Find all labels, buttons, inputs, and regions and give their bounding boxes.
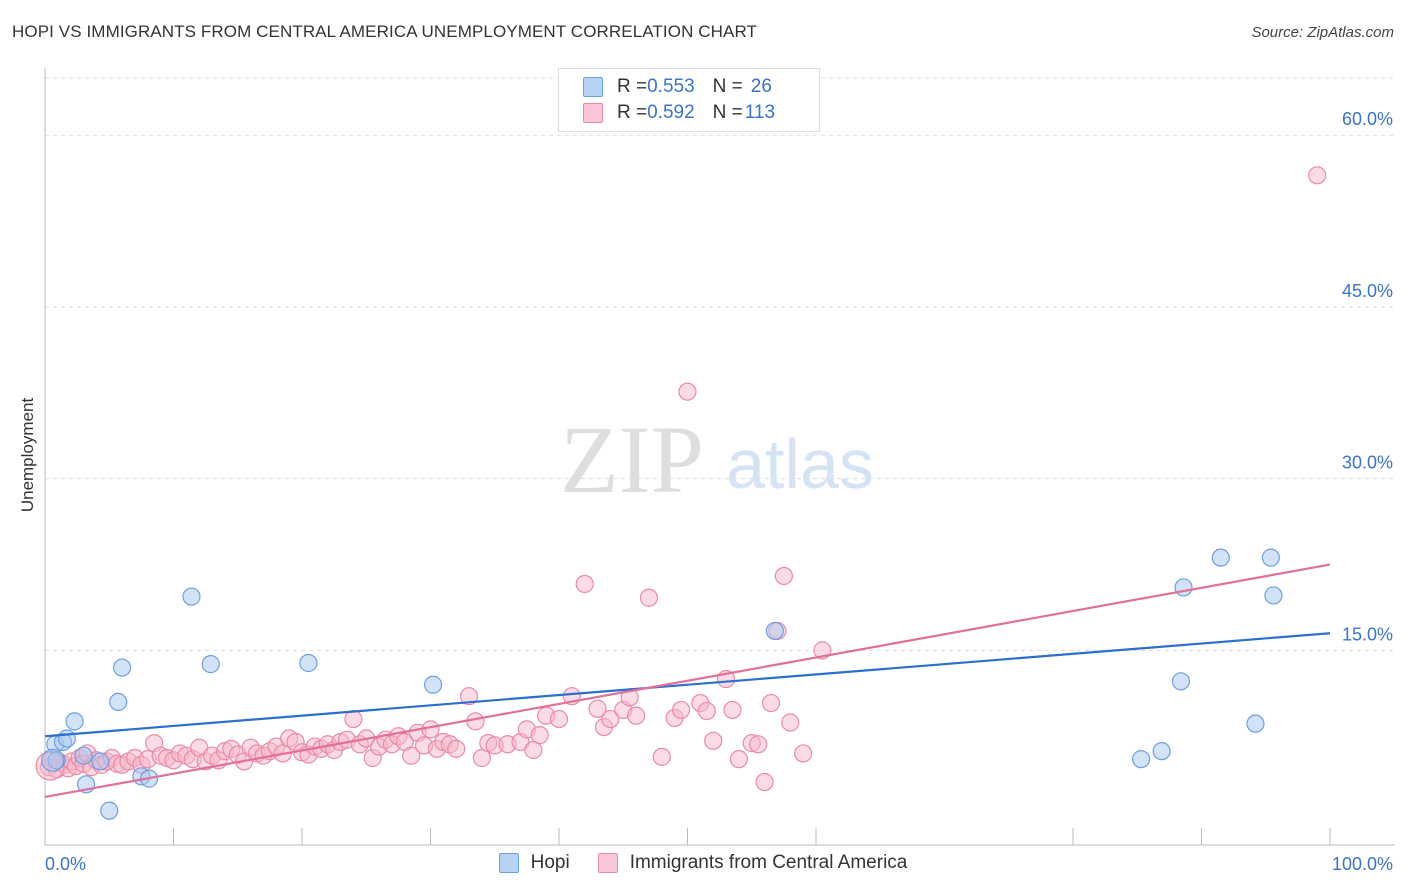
x-tick-label-max: 100.0%: [1332, 854, 1393, 874]
y-tick-label: 45.0%: [1342, 281, 1393, 301]
hopi-point: [1211, 548, 1230, 567]
chart-title: HOPI VS IMMIGRANTS FROM CENTRAL AMERICA …: [12, 22, 758, 41]
central-america-point: [723, 700, 742, 720]
central-america-point: [344, 709, 363, 729]
central-america-point: [781, 713, 800, 732]
correlation-legend: R = 0.553 N = 26 R = 0.592 N = 113: [558, 68, 820, 132]
hopi-point: [74, 746, 93, 765]
axes: [44, 68, 1395, 846]
central-america-point: [697, 701, 716, 721]
central-america-point: [652, 747, 671, 766]
x-tick-label-min: 0.0%: [45, 854, 86, 874]
legend-row-central-america: R = 0.592 N = 113: [583, 101, 775, 125]
hopi-r-label: R =: [617, 76, 648, 97]
grid-lines: [45, 77, 1395, 651]
watermark-zip: ZIP: [560, 406, 704, 513]
central-america-point: [678, 382, 697, 401]
central-america-point: [671, 700, 691, 720]
central-america-point: [761, 693, 781, 713]
hopi-point: [57, 729, 76, 748]
hopi-point: [423, 675, 443, 694]
hopi-point: [112, 658, 132, 677]
watermark-atlas: atlas: [726, 425, 874, 503]
hopi-point: [1152, 742, 1171, 761]
central-america-point: [447, 739, 466, 758]
central-america-point: [729, 750, 749, 769]
central-america-point: [588, 699, 607, 718]
central-america-n-value: 113: [744, 102, 776, 123]
central-america-point: [639, 588, 659, 607]
hopi-point: [1264, 586, 1283, 605]
central-america-swatch: [583, 103, 603, 123]
hopi-point: [41, 748, 65, 772]
watermark: ZIP atlas: [560, 406, 874, 513]
hopi-point: [100, 801, 119, 820]
hopi-n-label: N =: [712, 76, 743, 97]
legend-item-central-america[interactable]: Immigrants from Central America: [597, 852, 908, 874]
hopi-point: [109, 692, 128, 712]
legend-row-hopi: R = 0.553 N = 26: [583, 75, 772, 99]
central-america-r-label: R =: [617, 102, 648, 123]
central-america-point: [794, 744, 813, 763]
tick-labels: 15.0% 30.0% 45.0% 60.0% 0.0% 100.0%: [45, 109, 1393, 874]
trend-lines: [44, 563, 1331, 799]
central-america-point: [466, 712, 485, 731]
central-america-point: [704, 731, 723, 750]
hopi-point: [182, 587, 201, 606]
central-america-point: [626, 706, 646, 725]
central-america-point: [755, 772, 774, 792]
central-america-point: [601, 709, 620, 729]
hopi-point: [1132, 750, 1151, 769]
hopi-swatch: [583, 77, 603, 97]
hopi-n-value: 26: [750, 76, 772, 97]
central-america-trend-line: [44, 563, 1331, 799]
hopi-trend-line: [44, 632, 1331, 738]
central-america-point: [549, 709, 569, 729]
hopi-point: [765, 621, 784, 641]
central-america-point: [575, 574, 594, 594]
series-legend: Hopi Immigrants from Central America: [0, 852, 1406, 874]
hopi-point: [1261, 548, 1280, 567]
hopi-legend-label: Hopi: [530, 852, 570, 873]
hopi-point: [1174, 578, 1193, 597]
legend-item-hopi[interactable]: Hopi: [498, 852, 570, 874]
source-label: Source: ZipAtlas.com: [1251, 24, 1394, 41]
hopi-point: [47, 751, 66, 770]
central-america-point: [774, 566, 793, 586]
y-tick-label: 30.0%: [1342, 453, 1393, 473]
y-tick-label: 15.0%: [1342, 624, 1393, 644]
hopi-legend-swatch: [498, 853, 519, 873]
central-america-point: [459, 687, 479, 706]
hopi-point: [201, 655, 220, 674]
hopi-point: [1246, 714, 1265, 733]
central-america-legend-swatch: [597, 853, 618, 873]
central-america-point: [402, 746, 421, 765]
central-america-point: [749, 735, 768, 754]
hopi-point: [1171, 672, 1191, 691]
central-america-point: [530, 726, 549, 745]
central-america-legend-label: Immigrants from Central America: [629, 852, 908, 873]
hopi-r-value: 0.553: [647, 76, 695, 97]
central-america-point: [1308, 166, 1327, 185]
hopi-point: [299, 653, 318, 673]
series-hopi-points: [41, 548, 1283, 820]
central-america-r-value: 0.592: [647, 102, 695, 123]
hopi-point: [91, 752, 110, 771]
y-tick-label: 60.0%: [1342, 109, 1393, 129]
hopi-point: [65, 712, 84, 731]
central-america-n-label: N =: [712, 102, 743, 123]
